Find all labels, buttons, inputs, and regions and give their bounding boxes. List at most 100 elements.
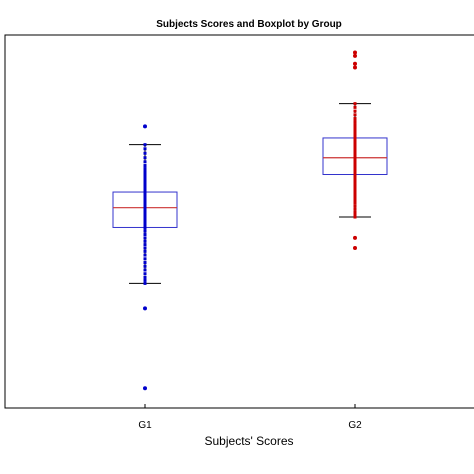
g2-data-point (353, 162, 357, 166)
g2-data-point (353, 131, 357, 135)
g1-data-point (143, 191, 147, 195)
g1-data-point (143, 181, 147, 185)
g1-data-point (143, 272, 147, 276)
g1-data-point (143, 167, 147, 171)
g2-data-point (353, 156, 357, 160)
g2-data-point (353, 173, 357, 177)
g2-data-point (353, 160, 357, 164)
g1-data-point (143, 156, 147, 160)
g2-data-point (353, 198, 357, 202)
x-axis-label: Subjects' Scores (205, 434, 294, 448)
plot-area (4, 34, 474, 409)
g2-data-point (353, 196, 357, 200)
g2-data-point (353, 134, 357, 138)
g1-data-point (143, 278, 147, 282)
g1-data-point (143, 236, 147, 240)
g1-data-point (143, 261, 147, 265)
chart-title: Subjects Scores and Boxplot by Group (156, 19, 342, 30)
g2-data-point (353, 102, 357, 106)
g2-data-point (353, 193, 357, 197)
g1-data-point (143, 246, 147, 250)
g2-data-point (353, 126, 357, 130)
g2-data-point (353, 150, 357, 154)
g2-data-point (353, 185, 357, 189)
g1-data-point (143, 239, 147, 243)
g1-data-point (143, 187, 147, 191)
g2-data-point (353, 175, 357, 179)
g1-data-point (143, 268, 147, 272)
g2-data-point (353, 164, 357, 168)
g2-data-point (353, 139, 357, 143)
g2-data-point (353, 183, 357, 187)
g1-data-point (143, 183, 147, 187)
g1-data-point (143, 185, 147, 189)
g1-data-point (143, 253, 147, 257)
g2-outlier-point (353, 65, 357, 70)
g1-data-point (143, 198, 147, 202)
g2-data-point (353, 109, 357, 113)
g1-data-point (143, 243, 147, 247)
g1-data-point (143, 275, 147, 279)
g2-data-point (353, 143, 357, 147)
g1-data-point (143, 179, 147, 183)
g1-outlier-point (143, 124, 147, 129)
g2-data-point (353, 177, 357, 181)
g1-data-point (143, 173, 147, 177)
g2-outlier-point (353, 245, 357, 250)
g1-data-point (143, 281, 147, 285)
g2-data-point (353, 137, 357, 141)
g1-outlier-point (143, 306, 147, 311)
g2-outlier-point (353, 53, 357, 58)
g2-outlier-point (353, 61, 357, 66)
g2-data-point (353, 128, 357, 132)
g2-data-point (353, 146, 357, 150)
g1-data-point (143, 233, 147, 237)
g2-data-point (353, 210, 357, 214)
g2-data-point (353, 215, 357, 219)
g1-data-point (143, 264, 147, 268)
g2-data-point (353, 154, 357, 158)
g1-data-point (143, 196, 147, 200)
x-axis: G1 G2 (138, 404, 362, 431)
g2-data-point (353, 123, 357, 127)
g2-data-point (353, 165, 357, 169)
g2-data-point (353, 141, 357, 145)
g2-data-point (353, 120, 357, 124)
g1-data-point (143, 170, 147, 174)
g1-data-point (143, 222, 147, 226)
g1-data-point (143, 218, 147, 222)
g1-data-point (143, 147, 147, 151)
g2-data-point (353, 105, 357, 109)
g1-data-point (143, 143, 147, 147)
g1-data-point (143, 195, 147, 199)
g2-data-point (353, 113, 357, 117)
g2-outlier-point (353, 235, 357, 240)
g2-data-point (353, 180, 357, 184)
g1-data-point (143, 164, 147, 168)
g1-data-point (143, 189, 147, 193)
g2-data-point (353, 158, 357, 162)
x-tick-label-g2: G2 (348, 420, 362, 431)
g1-data-point (143, 160, 147, 164)
g1-data-point (143, 229, 147, 233)
g2-data-point (353, 152, 357, 156)
g1-data-point (143, 220, 147, 224)
g2-data-point (353, 169, 357, 173)
points-layer (143, 50, 357, 391)
g2-data-point (353, 212, 357, 216)
g1-outlier-point (143, 386, 147, 391)
g1-data-point (143, 175, 147, 179)
g2-data-point (353, 188, 357, 192)
g1-data-point (143, 257, 147, 261)
g2-data-point (353, 117, 357, 121)
g2-data-point (353, 204, 357, 208)
g1-data-point (143, 249, 147, 253)
g2-data-point (353, 171, 357, 175)
g2-outlier-point (353, 50, 357, 55)
g1-data-point (143, 217, 147, 221)
g1-data-point (143, 177, 147, 181)
x-tick-label-g1: G1 (138, 420, 152, 431)
g1-data-point (143, 193, 147, 197)
g1-data-point (143, 224, 147, 228)
